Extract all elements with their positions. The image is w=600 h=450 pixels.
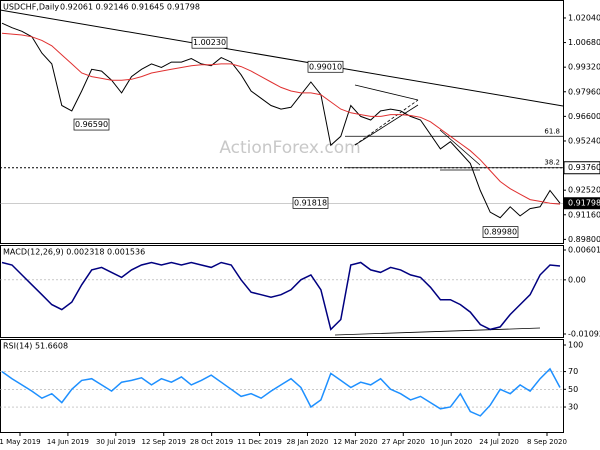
fib-label: 38.2 xyxy=(544,159,560,167)
y-tick-label: 1.00680 xyxy=(568,38,600,47)
x-tick-label: 12 Sep 2019 xyxy=(142,438,186,446)
resistance-label: 0.93760 xyxy=(568,163,600,172)
x-tick-label: 11 Dec 2019 xyxy=(237,438,282,446)
y-tick-label: 0.00 xyxy=(568,275,586,284)
annotation-box xyxy=(482,226,519,238)
series-line xyxy=(1,32,561,205)
x-tick-label: 10 Jun 2020 xyxy=(430,438,472,446)
x-tick-label: 27 Apr 2020 xyxy=(382,438,425,446)
x-tick-label: 1 May 2019 xyxy=(0,438,41,446)
trend-line xyxy=(0,9,564,107)
price-panel xyxy=(0,0,564,244)
y-tick-label: 0.92520 xyxy=(568,186,600,195)
x-tick-label: 14 Jun 2019 xyxy=(47,438,89,446)
y-tick-label: 0.99320 xyxy=(568,63,600,72)
last-price-box xyxy=(564,197,600,210)
series-line xyxy=(1,22,561,219)
y-tick-label: 0.95240 xyxy=(568,136,600,145)
annotation-box xyxy=(191,36,228,49)
triangle-line xyxy=(354,104,419,146)
macd-title: MACD(12,26,9) 0.002318 0.001536 xyxy=(3,248,145,257)
macd-panel xyxy=(0,245,564,338)
y-tick-label: 0.89800 xyxy=(568,235,600,244)
y-tick-label: 70 xyxy=(568,367,578,376)
triangle-line xyxy=(354,99,419,146)
triangle-line xyxy=(439,129,481,166)
y-tick-label: 30 xyxy=(568,403,578,412)
triangle-line xyxy=(354,84,419,101)
annotation-label: 0.96590 xyxy=(75,120,108,129)
y-tick-label: 1.02040 xyxy=(568,13,600,22)
y-tick-label: 0.006019 xyxy=(568,246,600,255)
annotation-label: 0.91818 xyxy=(294,198,327,207)
series-line xyxy=(1,367,561,417)
y-tick-label: 0.96600 xyxy=(568,112,600,121)
annotation-label: 0.89980 xyxy=(484,228,517,237)
y-tick-label: 0.97960 xyxy=(568,87,600,96)
y-tick-label: 100 xyxy=(568,341,583,350)
series-line xyxy=(1,261,561,331)
annotation-box xyxy=(73,118,110,131)
y-tick-label: -0.010925 xyxy=(568,330,600,339)
annotation-box xyxy=(307,60,344,73)
annotation-box xyxy=(292,197,329,209)
x-tick-label: 8 Sep 2020 xyxy=(527,438,567,446)
price-title: USDCHF,Daily xyxy=(3,3,59,12)
rsi-panel xyxy=(0,339,564,433)
x-tick-label: 30 Jul 2019 xyxy=(96,438,136,446)
annotation-label: 1.00230 xyxy=(193,38,226,47)
resistance-box xyxy=(563,161,600,175)
x-tick-label: 12 Mar 2020 xyxy=(333,438,377,446)
rsi-title: RSI(14) 51.6608 xyxy=(3,342,68,351)
price-ohlc: 0.92061 0.92146 0.91645 0.91798 xyxy=(60,3,200,12)
x-tick-label: 28 Jan 2020 xyxy=(286,438,328,446)
y-tick-label: 50 xyxy=(568,385,578,394)
last-price-label: 0.91798 xyxy=(568,199,600,208)
x-tick-label: 28 Oct 2019 xyxy=(190,438,233,446)
fib-label: 61.8 xyxy=(544,127,560,135)
x-tick-label: 24 Jul 2020 xyxy=(479,438,519,446)
watermark: ActionForex.com xyxy=(219,138,360,158)
y-tick-label: 0.91160 xyxy=(568,210,600,219)
macd-trend-line xyxy=(334,327,541,336)
annotation-label: 0.99010 xyxy=(309,62,342,71)
